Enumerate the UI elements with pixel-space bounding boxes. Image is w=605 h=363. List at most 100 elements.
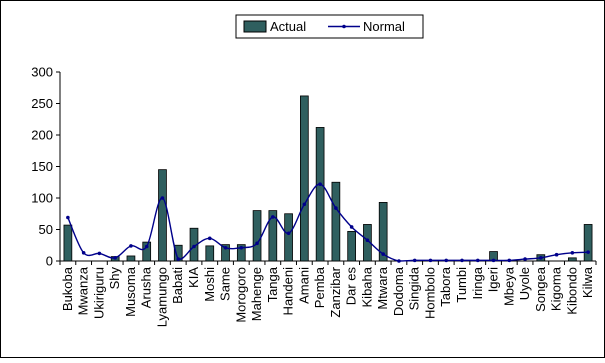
- legend: Actual Normal: [235, 14, 424, 39]
- point-normal: [586, 250, 590, 254]
- bar-actual: [568, 257, 577, 262]
- y-tick-label: 300: [31, 65, 53, 80]
- x-tick-label: Shy: [107, 267, 122, 290]
- point-normal: [523, 257, 527, 261]
- x-tick-label: Songea: [533, 266, 548, 312]
- point-normal: [365, 238, 370, 243]
- x-tick-label: Lyamungo: [154, 267, 169, 327]
- point-normal: [223, 245, 228, 250]
- x-tick-label: Morogoro: [233, 267, 248, 323]
- series-line-normal: [67, 183, 589, 262]
- legend-marker-normal: [342, 24, 346, 29]
- x-tick-label: Uyole: [517, 267, 532, 300]
- bar-actual: [126, 255, 136, 262]
- x-tick-label: Bukoba: [60, 266, 75, 311]
- point-normal: [255, 241, 259, 246]
- x-tick-label: Arusha: [139, 266, 154, 308]
- legend-label-normal: Normal: [363, 19, 405, 34]
- bar-actual: [189, 227, 199, 262]
- x-tick-label: KIA: [186, 267, 201, 288]
- y-tick-label: 50: [39, 222, 53, 237]
- x-tick-label: Singida: [407, 266, 422, 310]
- point-normal: [286, 231, 291, 236]
- x-tick-label: Kibaha: [359, 266, 374, 307]
- bar-actual: [236, 244, 246, 262]
- y-tick-label: 100: [31, 191, 53, 206]
- bar-actual: [268, 210, 278, 262]
- x-tick-label: Tumbi: [454, 267, 469, 303]
- point-normal: [444, 258, 449, 263]
- x-tick-label: Zanzibar: [328, 266, 343, 317]
- legend-label-actual: Actual: [270, 19, 306, 34]
- bar-actual: [378, 202, 388, 262]
- point-normal: [318, 182, 322, 186]
- x-tick-label: Tabora: [438, 266, 453, 307]
- x-tick-label: Babati: [170, 267, 185, 304]
- y-tick-label: 0: [46, 254, 53, 269]
- point-normal: [381, 252, 385, 256]
- x-tick-label: Amani: [296, 267, 311, 304]
- point-normal: [176, 257, 181, 261]
- x-tick-label: Pemba: [312, 266, 327, 308]
- point-normal: [271, 215, 275, 219]
- point-normal: [349, 225, 354, 229]
- bar-actual: [347, 230, 356, 262]
- bar-actual: [315, 127, 325, 262]
- bar-actual: [205, 245, 215, 262]
- point-normal: [475, 258, 480, 263]
- point-normal: [113, 256, 117, 260]
- x-tick-label: Handeni: [281, 267, 296, 316]
- x-tick-label: Musoma: [123, 266, 138, 317]
- x-tick-label: Moshi: [202, 267, 217, 302]
- point-normal: [97, 251, 102, 256]
- x-tick-label: Hombolo: [422, 267, 437, 319]
- bar-actual: [363, 224, 372, 262]
- x-tick-label: Iringa: [470, 266, 485, 299]
- point-normal: [539, 256, 543, 260]
- point-normal: [507, 258, 512, 263]
- point-normal: [160, 196, 165, 200]
- point-normal: [66, 215, 70, 220]
- x-tick-label: Same: [218, 267, 233, 301]
- x-tick-label: Mbeya: [501, 266, 516, 306]
- x-tick-label: Kilwa: [580, 266, 595, 298]
- point-normal: [491, 258, 496, 263]
- y-tick-label: 150: [31, 159, 53, 174]
- x-tick-label: Mahenge: [249, 267, 264, 321]
- point-normal: [192, 244, 196, 249]
- y-tick-label: 250: [31, 96, 53, 111]
- x-tick-label: Mwanza: [76, 266, 91, 315]
- point-normal: [554, 252, 559, 257]
- point-normal: [239, 245, 244, 250]
- point-normal: [129, 244, 133, 248]
- bar-actual: [142, 241, 152, 262]
- bar-actual: [284, 213, 293, 262]
- point-normal: [397, 259, 401, 263]
- bar-actual: [300, 95, 309, 262]
- point-normal: [460, 258, 464, 263]
- bar-actual: [583, 224, 593, 262]
- x-tick-label: Igeri: [486, 267, 501, 292]
- point-normal: [334, 206, 338, 210]
- x-tick-label: Tanga: [265, 266, 280, 302]
- bar-actual: [221, 244, 230, 262]
- point-normal: [428, 258, 433, 263]
- x-tick-label: Kigoma: [549, 266, 564, 311]
- point-normal: [144, 244, 149, 249]
- point-normal: [207, 236, 212, 241]
- point-normal: [302, 202, 307, 207]
- point-normal: [570, 251, 575, 255]
- bar-actual: [252, 210, 262, 262]
- y-tick-label: 200: [31, 128, 53, 143]
- x-tick-label: Kibondo: [564, 267, 579, 315]
- x-tick-label: Dar es: [344, 267, 359, 306]
- bar-actual: [173, 244, 183, 262]
- bar-actual: [158, 169, 167, 262]
- x-tick-label: Mtwara: [375, 266, 390, 309]
- bar-actual: [331, 181, 341, 262]
- point-normal: [412, 258, 417, 263]
- legend-swatch-actual: [243, 20, 267, 33]
